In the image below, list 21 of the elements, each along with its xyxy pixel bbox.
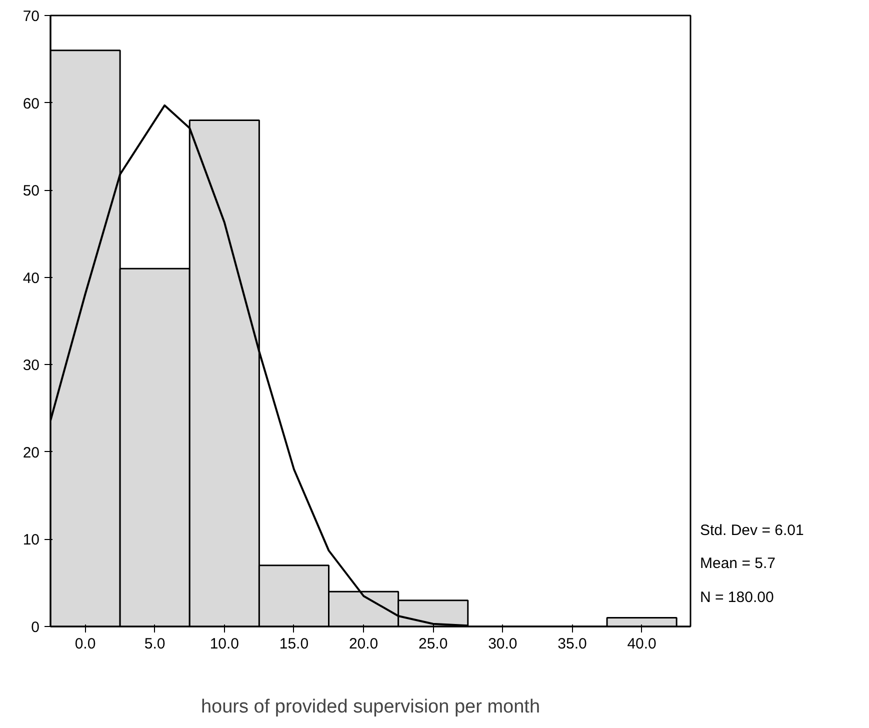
y-tick-label: 10 <box>22 532 40 549</box>
x-tick-label: 25.0 <box>418 636 448 652</box>
x-tick-label: 10.0 <box>210 636 240 652</box>
x-tick-label: 5.0 <box>144 636 166 652</box>
text: N = 180.00 <box>700 588 775 608</box>
text: Std. Dev = 6.01 <box>700 521 804 541</box>
y-tick-label: 30 <box>22 357 40 374</box>
x-tick-label: 15.0 <box>279 636 309 652</box>
x-tick-label: 35.0 <box>558 636 587 652</box>
x-axis-title: hours of provided supervision per month <box>200 696 540 718</box>
text: Mean = 5.7 <box>700 554 776 574</box>
y-tick-label: 40 <box>22 270 40 287</box>
y-tick-label: 60 <box>22 95 40 112</box>
y-tick-label: 50 <box>22 182 40 200</box>
y-tick-label: 0 <box>31 619 40 636</box>
x-tick-label: 20.0 <box>348 636 378 652</box>
x-tick-label: 30.0 <box>488 636 518 652</box>
x-tick-label: 0.0 <box>74 636 96 652</box>
y-tick-label: 70 <box>22 8 40 25</box>
y-tick-label: 20 <box>22 444 40 462</box>
x-tick-label: 40.0 <box>627 636 656 652</box>
